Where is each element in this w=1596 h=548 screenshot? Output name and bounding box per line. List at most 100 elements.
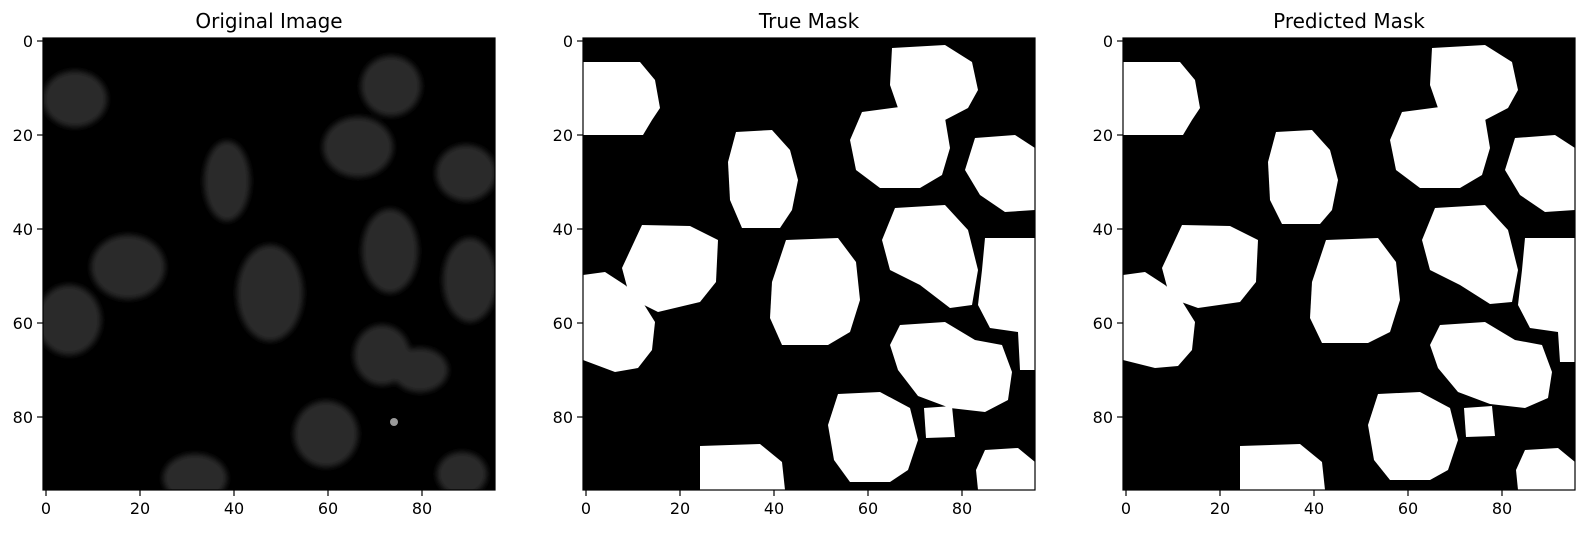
- panel-title-original: Original Image: [195, 9, 342, 33]
- nucleus-blob: [323, 117, 393, 177]
- x-tick-labels: 0 20 40 60 80: [1121, 499, 1512, 518]
- panel-title-predicted-mask: Predicted Mask: [1273, 9, 1425, 33]
- panel-true-mask: True Mask: [553, 9, 1036, 518]
- nucleus-blob: [362, 209, 418, 293]
- mask-region: [1464, 406, 1495, 437]
- x-tick-label: 80: [952, 499, 972, 518]
- x-tick-label: 60: [858, 499, 878, 518]
- nucleus-blob: [294, 401, 358, 467]
- mask-region: [1505, 135, 1575, 212]
- mask-region: [770, 238, 860, 345]
- mask-region: [882, 205, 978, 308]
- mask-region: [1430, 322, 1552, 408]
- x-tick-label: 0: [1121, 499, 1131, 518]
- mask-region: [1123, 62, 1200, 135]
- y-tick-label: 80: [1093, 408, 1113, 427]
- nucleus-blob: [43, 285, 101, 355]
- x-tick-label: 40: [764, 499, 784, 518]
- mask-region: [1422, 205, 1518, 304]
- y-tick-label: 40: [13, 220, 33, 239]
- y-tick-label: 60: [13, 314, 33, 333]
- y-ticks: [577, 40, 583, 418]
- x-tick-label: 40: [224, 499, 244, 518]
- nucleus-blob: [437, 452, 487, 490]
- predicted-mask-regions: [1123, 45, 1575, 490]
- nucleus-blob: [361, 56, 421, 116]
- mask-region: [700, 444, 785, 490]
- nucleus-blob: [443, 238, 495, 322]
- true-mask-regions: [583, 45, 1035, 490]
- y-tick-labels: 0 20 40 60 80: [13, 32, 33, 427]
- mask-region: [1240, 444, 1325, 490]
- y-tick-label: 0: [563, 32, 573, 51]
- y-tick-label: 60: [553, 314, 573, 333]
- x-ticks: [585, 490, 963, 496]
- y-tick-label: 0: [1103, 32, 1113, 51]
- y-tick-label: 0: [23, 32, 33, 51]
- mask-region: [1390, 105, 1490, 188]
- y-tick-label: 80: [553, 408, 573, 427]
- x-tick-label: 0: [581, 499, 591, 518]
- nucleus-blob: [91, 235, 165, 299]
- mask-region: [622, 225, 718, 312]
- y-tick-labels: 0 20 40 60 80: [1093, 32, 1113, 427]
- y-tick-label: 20: [13, 126, 33, 145]
- x-tick-label: 80: [412, 499, 432, 518]
- y-ticks: [1117, 40, 1123, 418]
- mask-region: [924, 406, 955, 438]
- panel-predicted-mask: Predicted Mask: [1093, 9, 1576, 518]
- x-tick-label: 20: [130, 499, 150, 518]
- x-tick-labels: 0 20 40 60 80: [41, 499, 432, 518]
- bright-speck: [390, 418, 398, 426]
- y-ticks: [37, 40, 43, 418]
- x-tick-label: 60: [318, 499, 338, 518]
- x-tick-label: 80: [1492, 499, 1512, 518]
- nucleus-blob: [163, 454, 227, 490]
- mask-region: [1368, 392, 1458, 480]
- y-tick-label: 40: [553, 220, 573, 239]
- x-tick-label: 20: [1210, 499, 1230, 518]
- mask-region: [583, 62, 660, 135]
- mask-region: [1310, 238, 1400, 343]
- x-tick-label: 20: [670, 499, 690, 518]
- mask-region: [1516, 448, 1575, 490]
- x-tick-labels: 0 20 40 60 80: [581, 499, 972, 518]
- mask-region: [1162, 225, 1258, 308]
- mask-region: [890, 322, 1012, 412]
- y-tick-label: 20: [1093, 126, 1113, 145]
- x-ticks: [1125, 490, 1503, 496]
- mask-region: [965, 135, 1035, 212]
- x-ticks: [45, 490, 423, 496]
- original-nuclei: [43, 56, 495, 490]
- panel-original-image: Original Image: [13, 9, 496, 518]
- mask-region: [1518, 238, 1575, 362]
- mask-region: [1430, 45, 1518, 120]
- x-tick-label: 0: [41, 499, 51, 518]
- mask-region: [583, 272, 655, 372]
- nucleus-blob: [392, 348, 448, 392]
- y-tick-label: 80: [13, 408, 33, 427]
- mask-region: [978, 238, 1035, 370]
- mask-region: [1268, 130, 1338, 224]
- nucleus-blob: [204, 141, 250, 221]
- mask-region: [850, 105, 950, 188]
- x-tick-label: 40: [1304, 499, 1324, 518]
- nucleus-blob: [43, 71, 107, 127]
- y-tick-label: 20: [553, 126, 573, 145]
- nucleus-blob: [436, 145, 495, 201]
- nucleus-blob: [237, 245, 303, 341]
- axes-frame: [582, 37, 1036, 491]
- y-tick-label: 40: [1093, 220, 1113, 239]
- axes-frame: [1122, 37, 1576, 491]
- y-tick-label: 60: [1093, 314, 1113, 333]
- panel-title-true-mask: True Mask: [758, 9, 860, 33]
- y-tick-labels: 0 20 40 60 80: [553, 32, 573, 427]
- axes-frame: [42, 37, 496, 491]
- x-tick-label: 60: [1398, 499, 1418, 518]
- mask-region: [976, 448, 1035, 490]
- mask-region: [728, 130, 798, 228]
- mask-region: [828, 392, 918, 482]
- mask-region: [1123, 272, 1195, 368]
- mask-region: [890, 45, 978, 120]
